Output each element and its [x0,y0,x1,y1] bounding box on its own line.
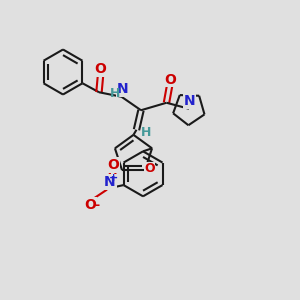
Text: N: N [117,82,129,96]
Text: +: + [109,173,118,184]
Text: -: - [94,199,100,212]
Text: O: O [94,62,106,76]
Text: H: H [110,87,120,100]
Text: O: O [164,73,176,87]
Text: N: N [184,94,195,108]
Text: O: O [144,162,155,175]
Text: O: O [85,198,97,212]
Text: H: H [141,126,151,139]
Text: O: O [107,158,119,172]
Text: N: N [104,175,116,189]
